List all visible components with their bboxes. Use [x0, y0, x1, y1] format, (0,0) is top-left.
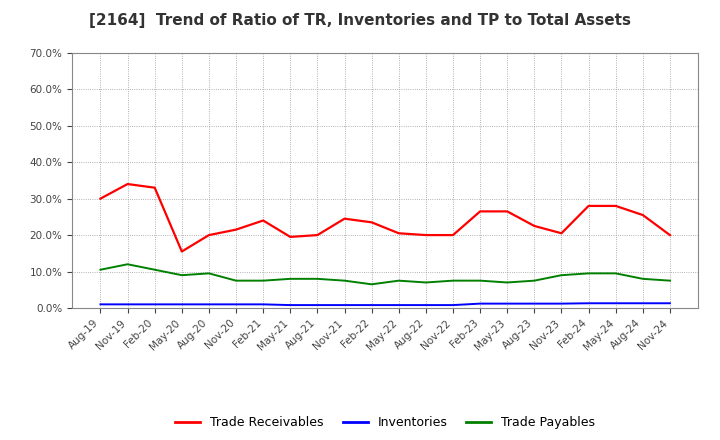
- Legend: Trade Receivables, Inventories, Trade Payables: Trade Receivables, Inventories, Trade Pa…: [170, 411, 600, 434]
- Text: [2164]  Trend of Ratio of TR, Inventories and TP to Total Assets: [2164] Trend of Ratio of TR, Inventories…: [89, 13, 631, 28]
